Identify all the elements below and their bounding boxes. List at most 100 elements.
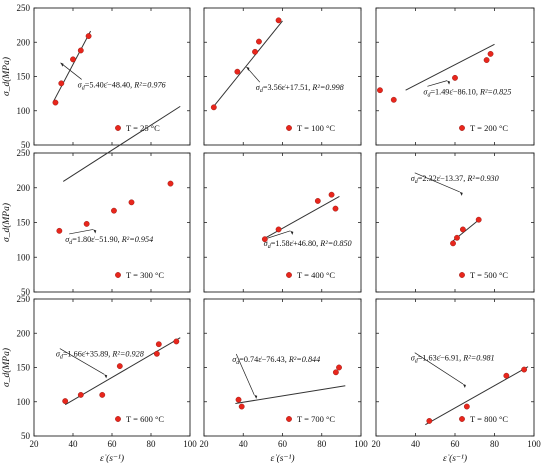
y-tick-label: 200 <box>17 328 31 338</box>
data-point <box>332 369 339 376</box>
data-point <box>261 236 268 243</box>
x-tick-label: 20 <box>30 439 40 449</box>
legend-label: T = 25 °C <box>126 123 160 133</box>
x-tick-label: 60 <box>108 439 118 449</box>
panel-9: 20 40 60 80 100 ε̇ (s⁻¹) σd=1.63ε̇−6.91, R²=0.… <box>372 298 541 464</box>
data-point <box>275 17 282 24</box>
legend-label: T = 600 °C <box>126 414 164 424</box>
fit-line <box>62 105 181 182</box>
annotation-arrow <box>427 80 448 87</box>
y-axis-label-row-3: σ_d(MPa) <box>1 348 12 387</box>
data-point <box>454 234 460 241</box>
x-tick-label: 80 <box>490 439 500 449</box>
annotation-arrow <box>414 352 464 385</box>
data-point <box>475 216 482 223</box>
panel-3: σd=1.49ε̇−86.10, R²=0.825 T = 200 °C <box>375 7 535 146</box>
y-tick-label: 50 <box>21 431 31 441</box>
panel-frame <box>33 7 191 146</box>
y-tick-label: 150 <box>17 218 31 228</box>
data-point <box>256 38 262 45</box>
y-tick-label: 50 <box>21 140 31 150</box>
annotation-arrowhead <box>246 66 250 71</box>
panel-frame <box>203 7 362 146</box>
y-tick-label: 100 <box>17 252 31 262</box>
fit-equation: σd=2.32ε̇−13.37, R²=0.930 <box>411 174 499 185</box>
fit-line <box>235 385 346 404</box>
annotation-arrow <box>60 62 82 80</box>
x-tick-label: 100 <box>527 439 541 449</box>
annotation-arrow <box>414 172 460 193</box>
fit-line <box>211 20 283 110</box>
fit-equation: σd=1.80ε̇−51.90, R²=0.954 <box>65 235 153 246</box>
fit-line <box>64 337 181 406</box>
data-point <box>128 199 135 206</box>
x-tick-label: 60 <box>278 439 288 449</box>
data-point <box>328 191 335 198</box>
legend-marker <box>459 416 465 422</box>
data-point <box>503 372 510 379</box>
fit-equation: σd=1.66ε̇+35.89, R²=0.928 <box>56 350 144 361</box>
data-point <box>56 227 63 234</box>
annotation-arrowhead <box>459 191 463 196</box>
legend-marker <box>286 125 292 131</box>
legend-marker <box>115 272 121 278</box>
x-tick-label: 40 <box>69 439 79 449</box>
data-point <box>210 104 217 111</box>
data-point <box>314 198 321 204</box>
data-point <box>173 338 180 345</box>
annotation-arrowhead <box>290 230 294 235</box>
x-tick-label: 20 <box>372 439 382 449</box>
legend-marker <box>115 125 121 131</box>
x-axis-label: ε̇ (s⁻¹) <box>443 453 467 464</box>
panel-frame <box>33 298 191 437</box>
data-point <box>252 48 258 55</box>
data-point <box>58 80 65 87</box>
data-point <box>83 220 90 227</box>
panel-4: 50 100 150 200 250 σd=1.80ε̇−51.90, R²=0.954 T… <box>17 105 191 297</box>
legend-label: T = 200 °C <box>470 123 508 133</box>
x-axis-label: ε̇ (s⁻¹) <box>100 453 124 464</box>
data-point <box>70 56 76 63</box>
data-point <box>521 366 528 373</box>
fit-line <box>425 366 529 426</box>
fit-equation: σd=1.58ε̇+46.80, R²=0.850 <box>264 239 352 250</box>
panel-8: 20 40 60 80 100 ε̇ (s⁻¹) σd=0.74ε̇−76.43, R²=0… <box>200 298 368 464</box>
x-tick-label: 80 <box>147 439 157 449</box>
y-axis-label: σ_d(MPa) <box>1 348 12 387</box>
fit-equation: σd=0.74ε̇−76.43, R²=0.844 <box>232 355 320 366</box>
data-point <box>77 391 84 398</box>
fit-equation: σd=5.40ε̇−48.40, R²=0.976 <box>78 80 167 91</box>
panel-frame <box>203 152 362 293</box>
y-tick-label: 100 <box>17 106 31 116</box>
data-point <box>459 226 466 233</box>
y-tick-label: 100 <box>17 397 31 407</box>
legend-marker <box>286 272 292 278</box>
annotation-arrow <box>59 348 105 375</box>
data-point <box>450 240 456 247</box>
y-axis-label: σ_d(MPa) <box>1 203 12 242</box>
x-tick-label: 20 <box>200 439 210 449</box>
y-axis-label-row-2: σ_d(MPa) <box>1 203 12 242</box>
annotation-arrow <box>267 230 291 239</box>
x-axis-label: ε̇ (s⁻¹) <box>270 453 294 464</box>
data-point <box>167 180 174 187</box>
panel-7: 50 100 150 200 250 20 40 60 80 100 ε̇ (s⁻¹) σd=1.66… <box>17 294 198 464</box>
annotation-arrowhead <box>462 383 466 388</box>
annotation-arrowhead <box>93 229 97 234</box>
y-tick-label: 200 <box>17 37 31 47</box>
data-point <box>77 47 84 54</box>
data-point <box>116 363 123 370</box>
y-tick-label: 150 <box>17 363 31 373</box>
annotation-arrow <box>235 353 255 396</box>
y-axis-label-row-1: σ_d(MPa) <box>1 57 12 96</box>
legend-label: T = 700 °C <box>297 414 335 424</box>
fit-equation: σd=1.49ε̇−86.10, R²=0.825 <box>423 87 511 98</box>
annotation-arrowhead <box>254 394 258 399</box>
x-tick-label: 100 <box>354 439 368 449</box>
panel-2: σd=3.56ε̇+17.51, R²=0.998 T = 100 °C <box>203 7 362 146</box>
fit-line <box>53 30 91 102</box>
panel-frame <box>375 298 535 437</box>
panel-5: σd=1.58ε̇+46.80, R²=0.850 T = 400 °C <box>203 152 362 293</box>
fit-line <box>262 196 340 240</box>
